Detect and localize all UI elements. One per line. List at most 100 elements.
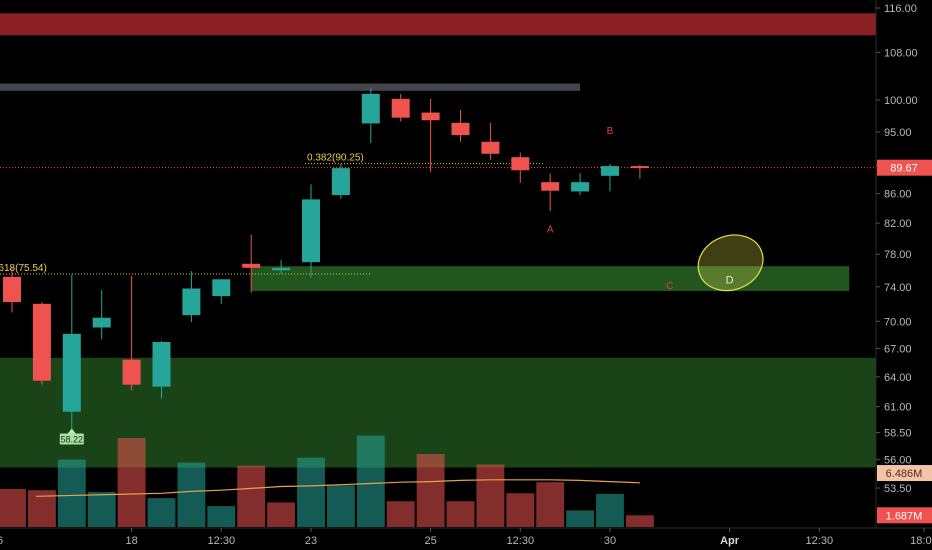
- candle-body[interactable]: [391, 98, 410, 118]
- candle-body[interactable]: [302, 199, 320, 263]
- candle[interactable]: [182, 271, 201, 323]
- candle-body[interactable]: [152, 341, 171, 387]
- volume-ma-label: 6.486M: [886, 468, 923, 480]
- candle[interactable]: [361, 87, 380, 144]
- candle-body[interactable]: [451, 122, 470, 136]
- volume-bar: [536, 482, 565, 527]
- annotation-layer[interactable]: 58.22 A B C D: [59, 126, 771, 445]
- candle-body[interactable]: [122, 359, 141, 385]
- price-tick-label: 74.00: [884, 282, 912, 294]
- candle[interactable]: [331, 164, 350, 199]
- pattern-circle[interactable]: [690, 226, 770, 299]
- volume-bar: [117, 438, 146, 527]
- candle-body[interactable]: [630, 166, 649, 169]
- candle[interactable]: [601, 164, 619, 192]
- point-label-d: D: [726, 274, 734, 286]
- price-tick-label: 70.00: [884, 316, 912, 328]
- candle[interactable]: [391, 93, 410, 122]
- candle[interactable]: [212, 279, 231, 304]
- volume-bar: [177, 462, 206, 527]
- volume-bar: [57, 459, 86, 527]
- candles-layer[interactable]: [3, 87, 649, 436]
- candle[interactable]: [92, 290, 111, 340]
- volume-ma-line: [35, 479, 640, 497]
- fib-layer: 0.618(75.54) 0.382(90.25): [0, 153, 545, 275]
- time-tick-label: 12:30: [806, 535, 834, 547]
- candle[interactable]: [302, 184, 320, 278]
- candle[interactable]: [481, 122, 500, 160]
- time-tick-label: 12:30: [208, 535, 236, 547]
- candle-body[interactable]: [511, 157, 530, 171]
- candle-body[interactable]: [182, 288, 201, 316]
- point-label-a: A: [547, 224, 554, 235]
- candle[interactable]: [451, 110, 470, 142]
- candle-body[interactable]: [421, 112, 440, 121]
- volume-bar: [147, 498, 176, 527]
- price-tick-label: 78.00: [884, 249, 912, 261]
- volume-bar: [596, 493, 624, 527]
- price-tick-label: 61.00: [884, 402, 912, 414]
- volume-bar: [416, 454, 445, 527]
- candle[interactable]: [630, 164, 649, 179]
- candle[interactable]: [272, 259, 291, 274]
- candle-body[interactable]: [601, 166, 619, 176]
- zone-support: [0, 357, 876, 468]
- time-tick-label: 12:30: [507, 535, 535, 547]
- time-tick-label: 25: [424, 535, 436, 547]
- candle-body[interactable]: [32, 303, 51, 381]
- price-tick-label: 116.00: [884, 3, 917, 15]
- time-tick-label: 16: [0, 535, 3, 547]
- volume-bar: [476, 464, 505, 527]
- candle[interactable]: [421, 98, 440, 173]
- volume-badge: [877, 507, 932, 524]
- price-tick-label: 86.00: [884, 189, 912, 201]
- candle[interactable]: [541, 173, 560, 212]
- volume-bar: [566, 510, 595, 527]
- volume-bar: [356, 435, 385, 527]
- time-axis[interactable]: 16 18 12:30 23 25 12:30 30 Apr 12:30 18:00: [0, 527, 932, 547]
- candle-body[interactable]: [3, 276, 21, 303]
- candle[interactable]: [152, 341, 171, 399]
- candle[interactable]: [511, 152, 530, 183]
- volume-layer: [0, 435, 654, 527]
- time-tick-label: 18:00: [910, 535, 932, 547]
- candle[interactable]: [242, 234, 261, 293]
- zone-resistance: [0, 13, 876, 36]
- volume-ma-layer: [35, 479, 640, 497]
- volume-bar: [237, 465, 266, 527]
- volume-bar: [625, 515, 654, 527]
- candle-body[interactable]: [212, 279, 231, 297]
- candle-body[interactable]: [481, 141, 500, 154]
- price-tick-label: 95.00: [884, 127, 912, 139]
- candle-body[interactable]: [331, 168, 350, 196]
- price-tick-label: 82.00: [884, 218, 912, 230]
- candle[interactable]: [122, 276, 141, 391]
- candle[interactable]: [3, 267, 21, 313]
- candle-body[interactable]: [272, 267, 291, 271]
- volume-bar: [386, 501, 415, 527]
- time-tick-label: 18: [125, 535, 137, 547]
- point-label-c: C: [666, 281, 673, 292]
- time-tick-label: Apr: [720, 535, 740, 547]
- candle-body[interactable]: [361, 93, 380, 124]
- price-tick-label: 53.50: [884, 483, 912, 495]
- candle[interactable]: [32, 302, 51, 385]
- price-tick-label: 100.00: [884, 95, 918, 107]
- candle[interactable]: [571, 173, 590, 196]
- candle-body[interactable]: [92, 317, 111, 328]
- candle-body[interactable]: [242, 263, 261, 268]
- volume-ma-badge: [877, 465, 932, 482]
- candle-body[interactable]: [571, 182, 590, 192]
- low-arrow-icon: [67, 428, 76, 434]
- axis-badges: 89.67 6.486M 1.687M: [877, 159, 932, 524]
- time-tick-label: 30: [604, 535, 616, 547]
- price-tick-label: 58.50: [884, 428, 912, 440]
- candle-body[interactable]: [62, 333, 81, 412]
- candle[interactable]: [62, 274, 81, 436]
- volume-bar: [87, 492, 116, 527]
- volume-label: 1.687M: [886, 510, 923, 522]
- volume-bar: [326, 485, 355, 527]
- candle-body[interactable]: [541, 182, 560, 191]
